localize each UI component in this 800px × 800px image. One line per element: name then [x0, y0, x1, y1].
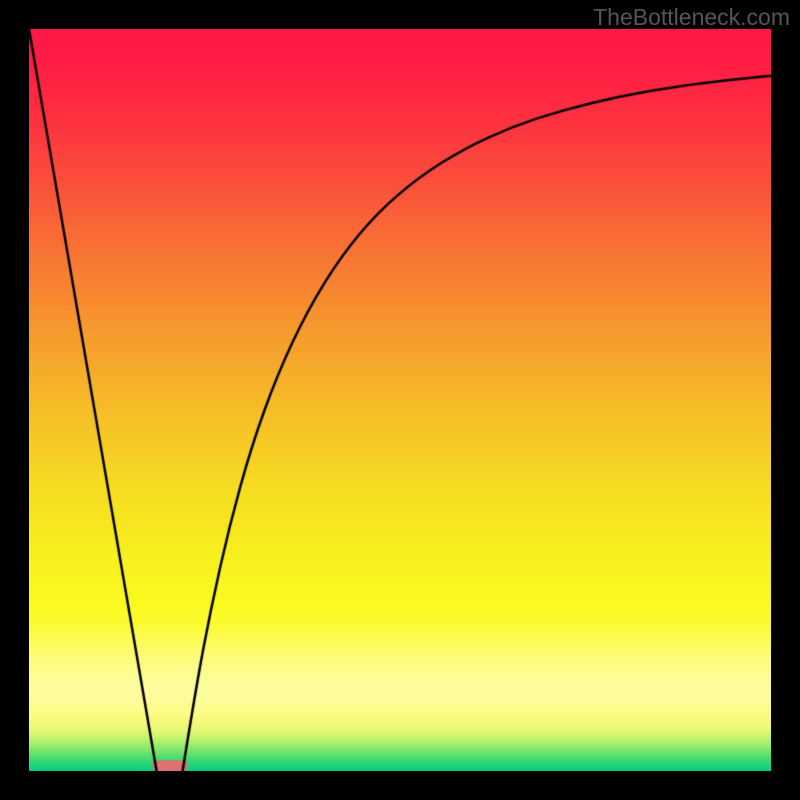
plot-area: [29, 29, 771, 771]
bottleneck-curve: [29, 29, 771, 771]
chart-container: TheBottleneck.com: [0, 0, 800, 800]
watermark-text: TheBottleneck.com: [593, 4, 790, 31]
